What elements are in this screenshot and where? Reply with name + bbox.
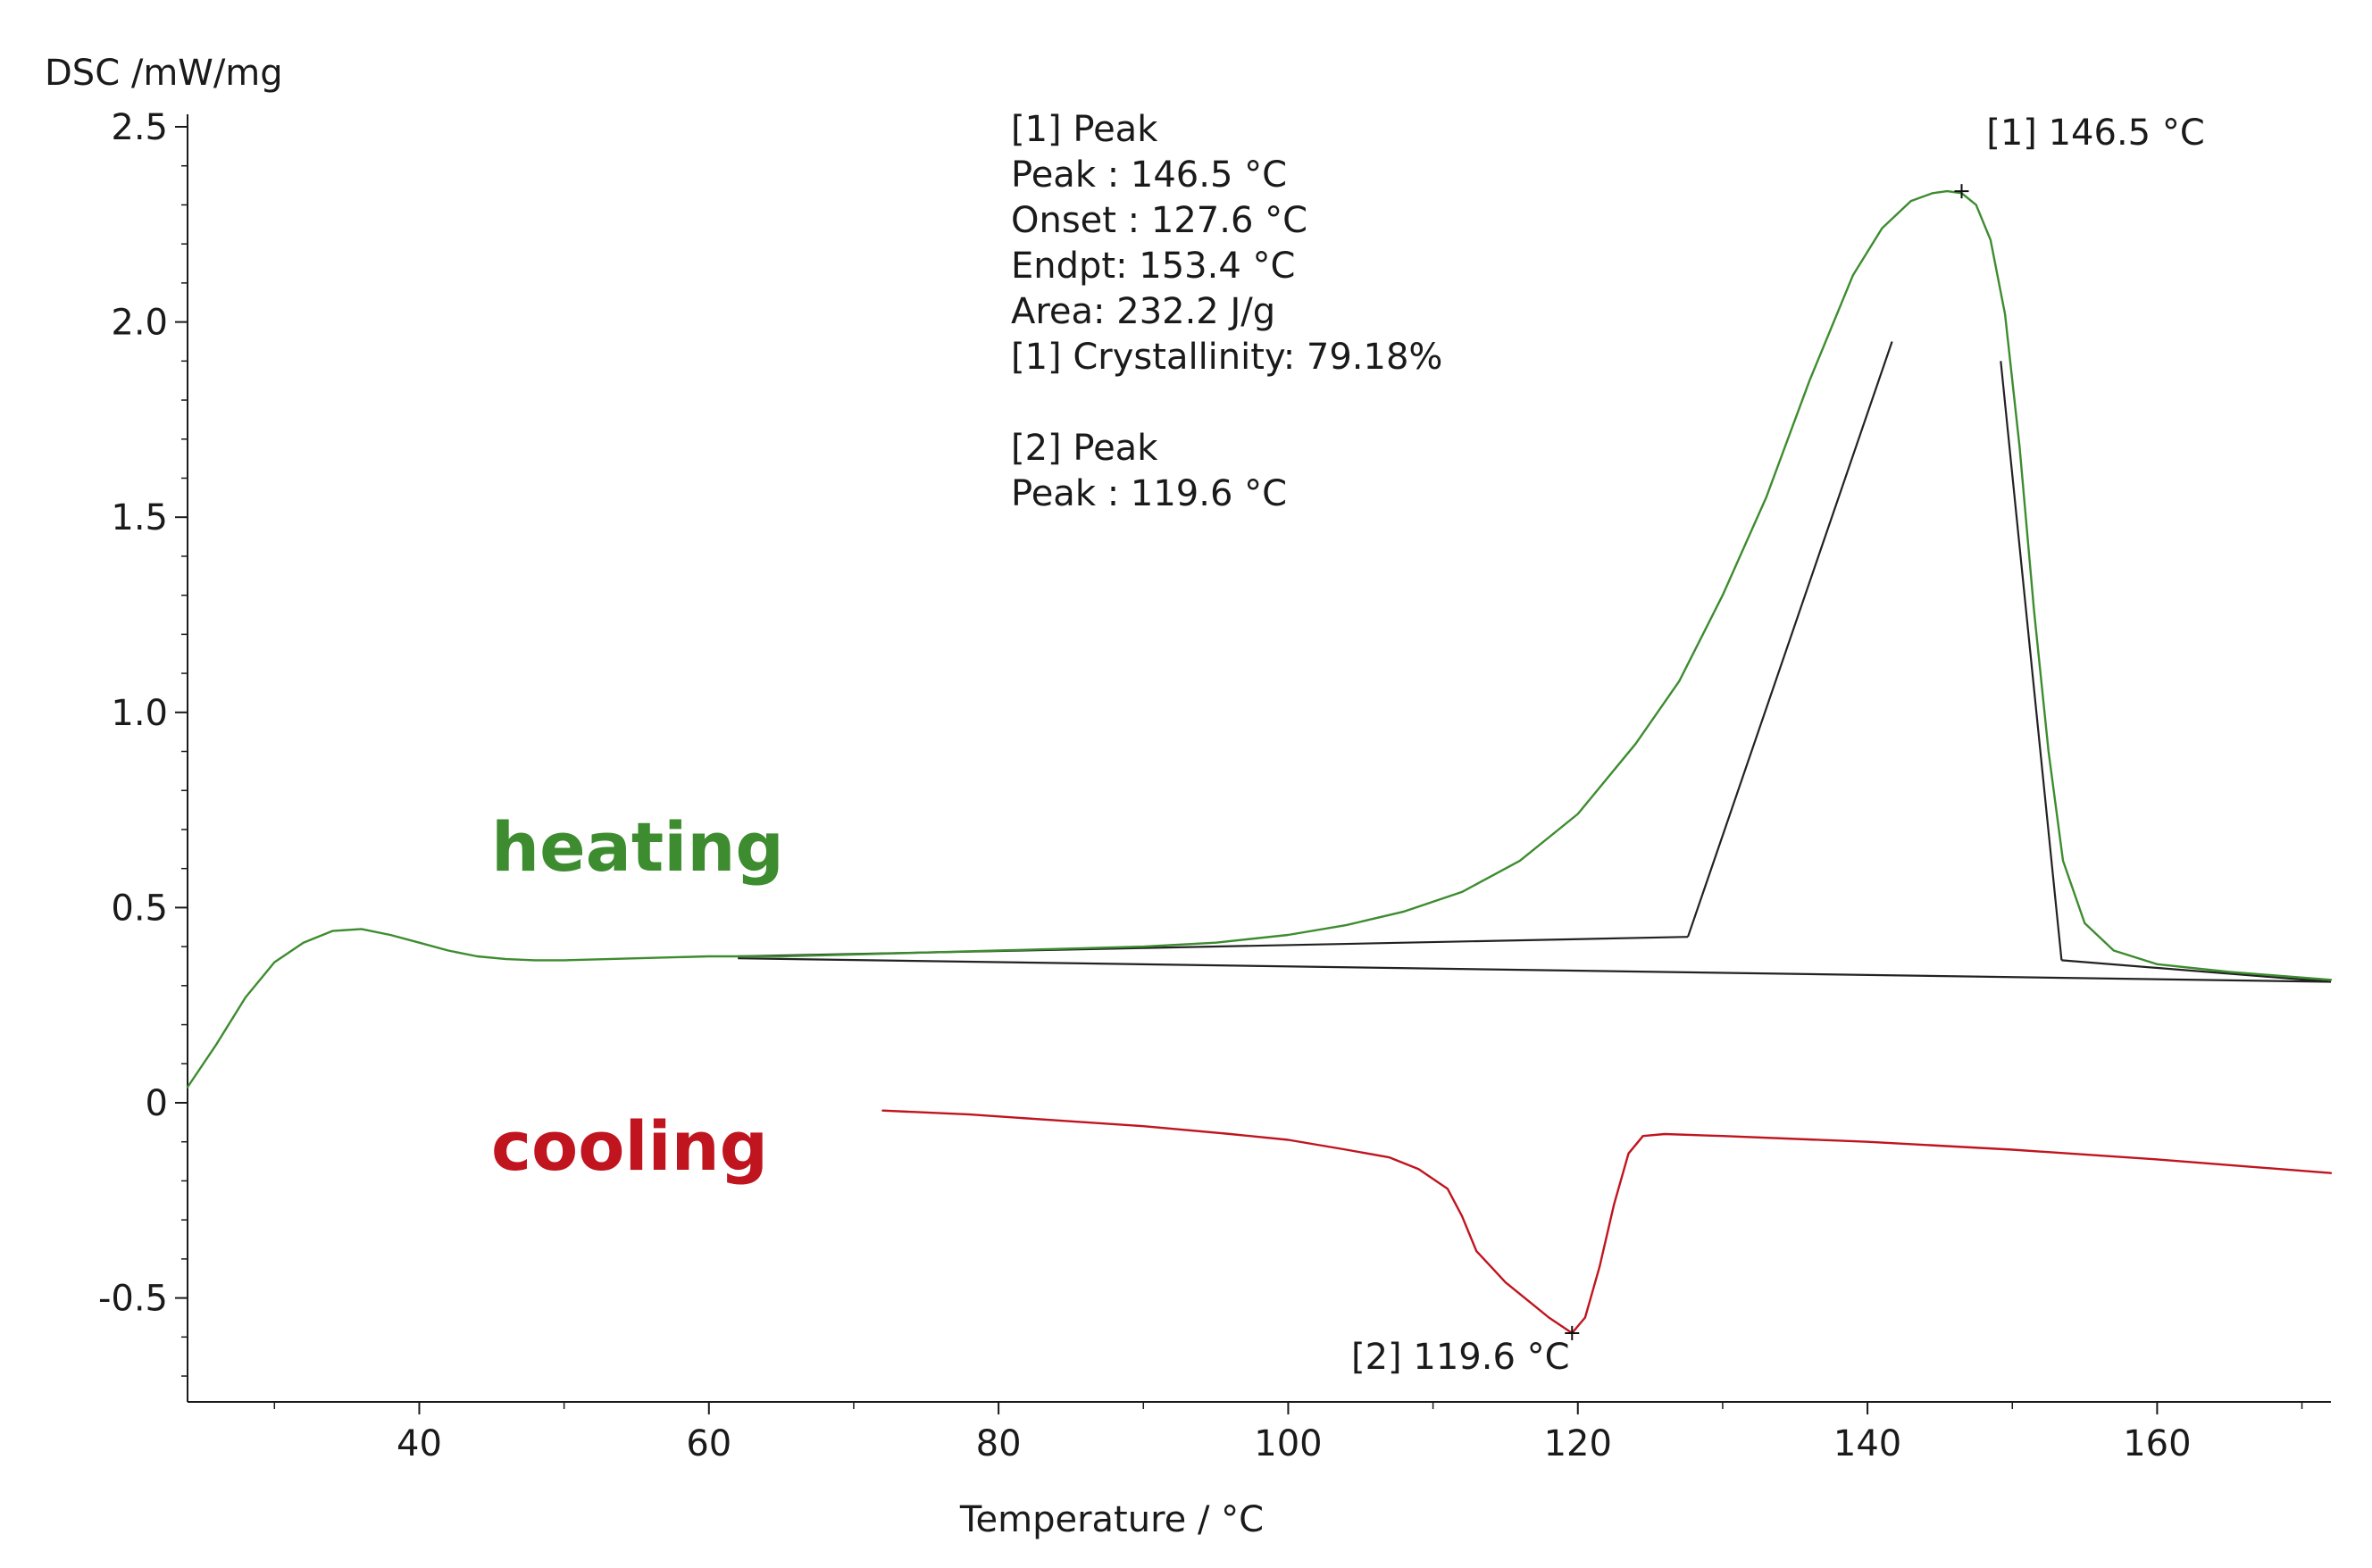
y-tick-label: 0 (146, 1083, 168, 1124)
peak-markers: [1] 146.5 °C [2] 119.6 °C (1351, 113, 2205, 1378)
y-tick-label: 1.5 (111, 497, 168, 538)
x-tick-label: 80 (976, 1423, 1022, 1464)
x-tick-label: 140 (1833, 1423, 1901, 1464)
annotation-line: [1] Crystallinity: 79.18% (1011, 337, 1442, 378)
onset-tangent-line (1686, 341, 1893, 938)
ticks: 2.5 2.0 1.5 1.0 0.5 0 -0.5 40 60 80 100 120 140 160 (98, 107, 2303, 1464)
x-tick-label: 100 (1254, 1423, 1322, 1464)
x-axis-title: Temperature / °C (959, 1499, 1264, 1540)
y-tick-label: 0.5 (111, 888, 168, 929)
y-tick-label: 2.5 (111, 107, 168, 148)
construction-lines (738, 341, 2332, 983)
axes: 2.5 2.0 1.5 1.0 0.5 0 -0.5 40 60 80 100 120 140 160 (98, 107, 2331, 1464)
annotation-line: Peak : 119.6 °C (1011, 473, 1287, 514)
cooling-curve (881, 1109, 2333, 1335)
peak-2-label: [2] 119.6 °C (1351, 1337, 1570, 1378)
heating-series-label: heating (491, 807, 784, 887)
cooling-series-label: cooling (491, 1106, 768, 1186)
x-tick-label: 120 (1544, 1423, 1612, 1464)
heating-curve (186, 189, 2333, 1088)
peak-1-label: [1] 146.5 °C (1986, 113, 2205, 154)
endpoint-tangent-line (2000, 361, 2063, 961)
y-tick-label: 1.0 (111, 693, 168, 734)
series-labels: heating cooling (491, 807, 784, 1186)
annotation-line: Area: 232.2 J/g (1011, 291, 1275, 332)
annotation-line: [2] Peak (1011, 428, 1158, 469)
integration-baseline-line (738, 957, 2332, 983)
annotation-line: Onset : 127.6 °C (1011, 200, 1307, 241)
annotation-line: Endpt: 153.4 °C (1011, 246, 1295, 287)
annotation-line: [1] Peak (1011, 109, 1158, 150)
y-axis-title: DSC /mW/mg (45, 53, 283, 94)
y-tick-label: 2.0 (111, 303, 168, 344)
x-tick-label: 160 (2123, 1423, 2191, 1464)
endpoint-baseline-line (2061, 959, 2332, 983)
series-group (186, 189, 2333, 1335)
x-tick-label: 60 (686, 1423, 731, 1464)
annotation-line: Peak : 146.5 °C (1011, 154, 1287, 196)
x-tick-label: 40 (397, 1423, 442, 1464)
y-tick-label: -0.5 (98, 1279, 168, 1320)
